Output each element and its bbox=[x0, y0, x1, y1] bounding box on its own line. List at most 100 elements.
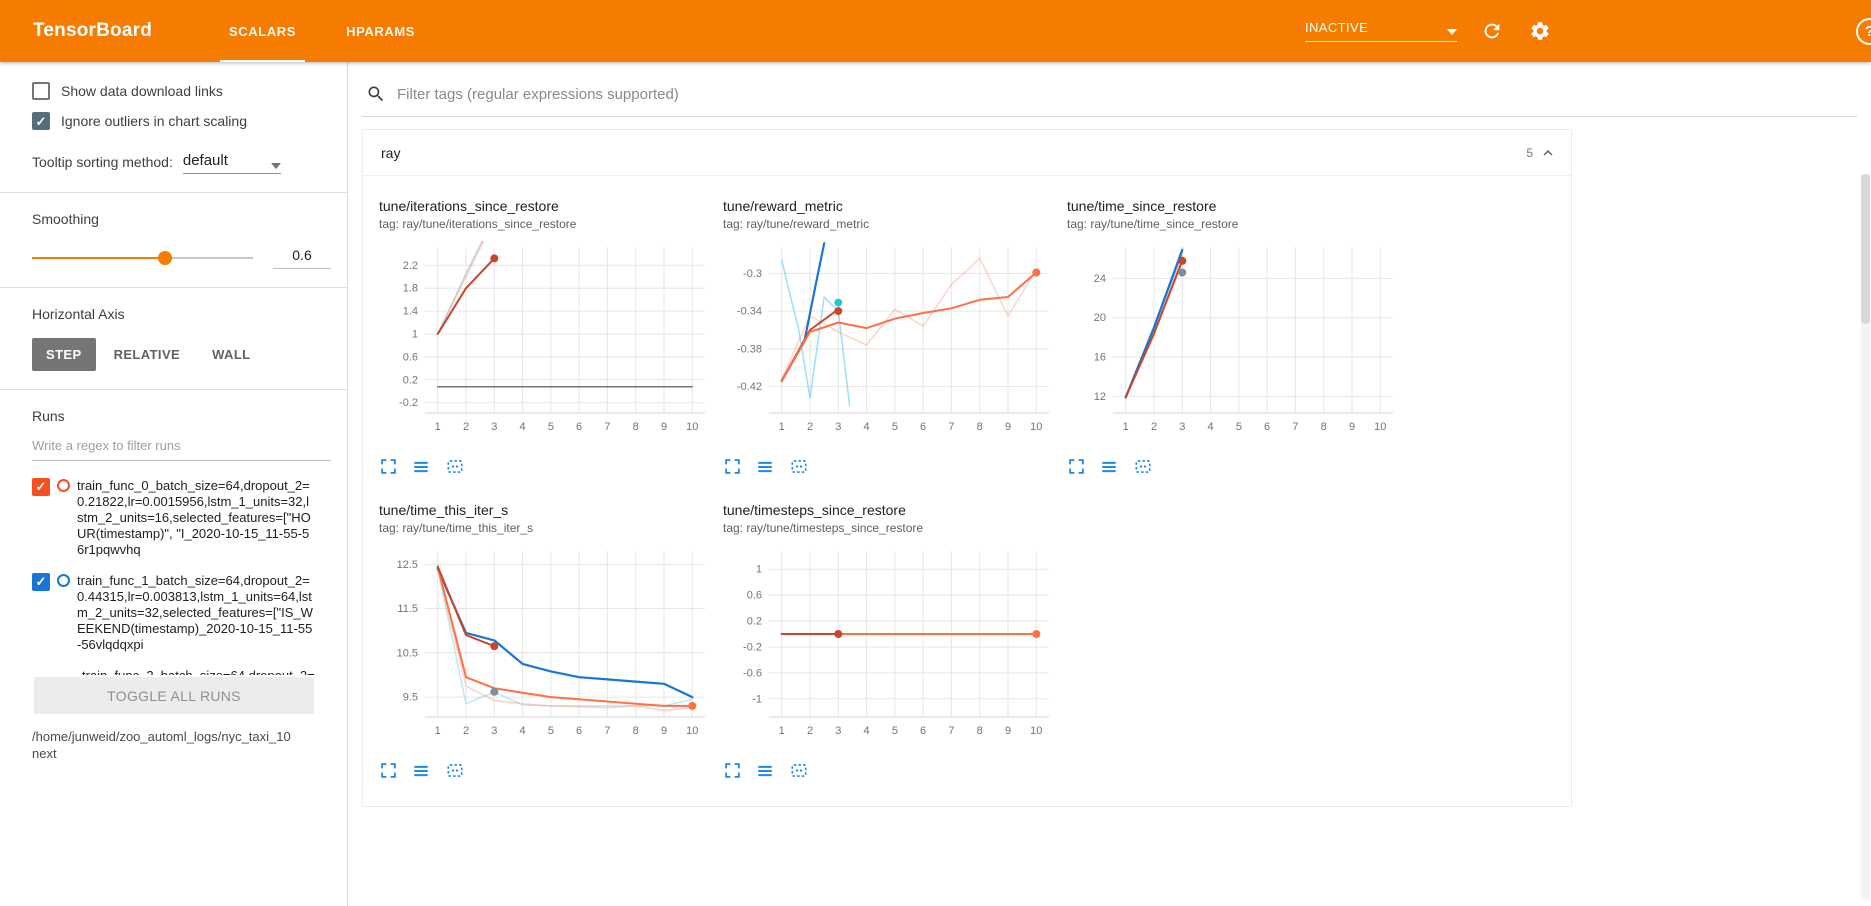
active-status-dropdown[interactable]: INACTIVE bbox=[1305, 20, 1457, 42]
run-item[interactable]: ✓ train_func_0_batch_size=64,dropout_2=0… bbox=[32, 478, 331, 558]
chart-title: tune/iterations_since_restore bbox=[379, 198, 559, 214]
chevron-down-icon bbox=[270, 163, 281, 169]
smoothing-slider[interactable] bbox=[32, 251, 253, 265]
svg-text:2: 2 bbox=[807, 725, 813, 737]
expand-icon[interactable] bbox=[380, 458, 397, 475]
svg-text:9: 9 bbox=[661, 725, 667, 737]
ignore-outliers-checkbox-row[interactable]: ✓ Ignore outliers in chart scaling bbox=[32, 112, 331, 130]
tab-hparams[interactable]: HPARAMS bbox=[346, 23, 416, 39]
svg-text:4: 4 bbox=[520, 421, 526, 433]
chart-plot[interactable]: -0.2 0.2 0.6 1 1.4 1.8 2.2 1 2 3 4 5 6 7 8 9 10 bbox=[377, 239, 713, 451]
log-directory-path: /home/junweid/zoo_automl_logs/nyc_taxi_1… bbox=[32, 729, 291, 761]
tooltip-sorting-dropdown[interactable]: default bbox=[182, 152, 281, 174]
help-icon[interactable]: ? bbox=[1856, 18, 1871, 45]
svg-text:-0.38: -0.38 bbox=[737, 343, 762, 355]
chart-title: tune/time_this_iter_s bbox=[379, 502, 509, 518]
chart-plot[interactable]: -1 -0.6 -0.2 0.2 0.6 1 1 2 3 4 5 6 7 8 9 10 bbox=[721, 543, 1057, 755]
runs-list-icon[interactable] bbox=[756, 762, 774, 780]
svg-text:2: 2 bbox=[1151, 421, 1157, 433]
svg-text:0.6: 0.6 bbox=[403, 351, 418, 363]
run-label: train_func_1_batch_size=64,dropout_2=0.4… bbox=[77, 573, 313, 652]
svg-text:1.4: 1.4 bbox=[403, 306, 418, 318]
svg-text:3: 3 bbox=[491, 725, 497, 737]
svg-text:1: 1 bbox=[779, 421, 785, 433]
svg-text:0.6: 0.6 bbox=[747, 590, 762, 602]
runs-list-icon[interactable] bbox=[756, 458, 774, 476]
axis-wall-button[interactable]: WALL bbox=[212, 347, 251, 362]
svg-text:-0.6: -0.6 bbox=[743, 667, 762, 679]
svg-text:8: 8 bbox=[1321, 421, 1327, 433]
svg-text:1: 1 bbox=[1123, 421, 1129, 433]
runs-list-icon[interactable] bbox=[1100, 458, 1118, 476]
checkbox-label: Ignore outliers in chart scaling bbox=[61, 113, 247, 129]
axis-relative-button[interactable]: RELATIVE bbox=[113, 347, 181, 362]
svg-text:6: 6 bbox=[1264, 421, 1270, 433]
expand-icon[interactable] bbox=[724, 762, 741, 779]
fit-domain-icon[interactable] bbox=[445, 761, 465, 780]
axis-step-button[interactable]: STEP bbox=[32, 338, 96, 371]
svg-text:2: 2 bbox=[463, 725, 469, 737]
scrollbar[interactable] bbox=[1861, 174, 1870, 900]
expand-icon[interactable] bbox=[1068, 458, 1085, 475]
smoothing-value-field[interactable]: 0.6 bbox=[273, 247, 331, 269]
run-checkbox[interactable]: ✓ bbox=[32, 478, 50, 496]
svg-text:9: 9 bbox=[661, 421, 667, 433]
svg-text:1: 1 bbox=[435, 725, 441, 737]
svg-text:4: 4 bbox=[520, 725, 526, 737]
run-label: train_func_0_batch_size=64,dropout_2=0.2… bbox=[77, 478, 311, 557]
chart-title: tune/timesteps_since_restore bbox=[723, 502, 906, 518]
chart-title: tune/time_since_restore bbox=[1067, 198, 1217, 214]
chevron-up-icon[interactable] bbox=[1539, 144, 1557, 162]
svg-text:7: 7 bbox=[604, 421, 610, 433]
svg-text:8: 8 bbox=[633, 421, 639, 433]
toggle-all-runs-button[interactable]: TOGGLE ALL RUNS bbox=[34, 677, 314, 714]
settings-gear-icon[interactable] bbox=[1527, 18, 1553, 44]
show-download-links-checkbox-row[interactable]: Show data download links bbox=[32, 82, 331, 100]
fit-domain-icon[interactable] bbox=[445, 457, 465, 476]
scrollbar-thumb[interactable] bbox=[1861, 174, 1870, 324]
smoothing-label: Smoothing bbox=[32, 211, 99, 227]
svg-text:5: 5 bbox=[892, 421, 898, 433]
tag-group-header[interactable]: ray 5 bbox=[363, 130, 1571, 176]
svg-text:12.5: 12.5 bbox=[397, 559, 418, 571]
runs-list-icon[interactable] bbox=[412, 458, 430, 476]
svg-text:12: 12 bbox=[1094, 391, 1106, 403]
divider bbox=[0, 389, 347, 390]
refresh-icon[interactable] bbox=[1479, 18, 1505, 44]
expand-icon[interactable] bbox=[380, 762, 397, 779]
expand-icon[interactable] bbox=[724, 458, 741, 475]
svg-text:10: 10 bbox=[686, 421, 698, 433]
tag-filter-input[interactable] bbox=[395, 84, 1855, 104]
chart-card: tune/iterations_since_restore tag: ray/tu… bbox=[377, 190, 721, 476]
svg-text:9: 9 bbox=[1005, 725, 1011, 737]
fit-domain-icon[interactable] bbox=[1133, 457, 1153, 476]
smoothing-slider-thumb[interactable] bbox=[157, 251, 172, 265]
tab-scalars[interactable]: SCALARS bbox=[204, 0, 321, 62]
runs-filter-input[interactable] bbox=[32, 434, 331, 461]
svg-text:7: 7 bbox=[948, 421, 954, 433]
run-isolate-radio[interactable] bbox=[57, 479, 70, 492]
svg-text:10.5: 10.5 bbox=[397, 647, 418, 659]
fit-domain-icon[interactable] bbox=[789, 761, 809, 780]
svg-text:7: 7 bbox=[948, 725, 954, 737]
ignore-outliers-checkbox[interactable]: ✓ bbox=[32, 112, 50, 130]
run-checkbox[interactable]: ✓ bbox=[32, 573, 50, 591]
svg-text:11.5: 11.5 bbox=[397, 603, 418, 615]
svg-text:6: 6 bbox=[920, 725, 926, 737]
tag-group-count: 5 bbox=[1526, 146, 1533, 160]
chart-plot[interactable]: 9.5 10.5 11.5 12.5 1 2 3 4 5 6 7 8 9 10 bbox=[377, 543, 713, 755]
show-download-links-checkbox[interactable] bbox=[32, 82, 50, 100]
run-item[interactable]: train_func_2_batch_size=64,dropout_2= bbox=[32, 668, 331, 675]
main-content: ray 5 tune/iterations_since_restore tag: … bbox=[348, 62, 1871, 906]
fit-domain-icon[interactable] bbox=[789, 457, 809, 476]
run-item[interactable]: ✓ train_func_1_batch_size=64,dropout_2=0… bbox=[32, 573, 331, 653]
svg-text:-0.42: -0.42 bbox=[737, 381, 762, 393]
svg-text:-1: -1 bbox=[752, 693, 762, 705]
tooltip-sorting-label: Tooltip sorting method: bbox=[32, 154, 173, 170]
runs-list-icon[interactable] bbox=[412, 762, 430, 780]
chart-card: tune/time_since_restore tag: ray/tune/tim… bbox=[1065, 190, 1409, 476]
chart-plot[interactable]: -0.42 -0.38 -0.34 -0.3 1 2 3 4 5 6 7 8 9 10 bbox=[721, 239, 1057, 451]
run-isolate-radio[interactable] bbox=[57, 574, 70, 587]
svg-text:3: 3 bbox=[1179, 421, 1185, 433]
